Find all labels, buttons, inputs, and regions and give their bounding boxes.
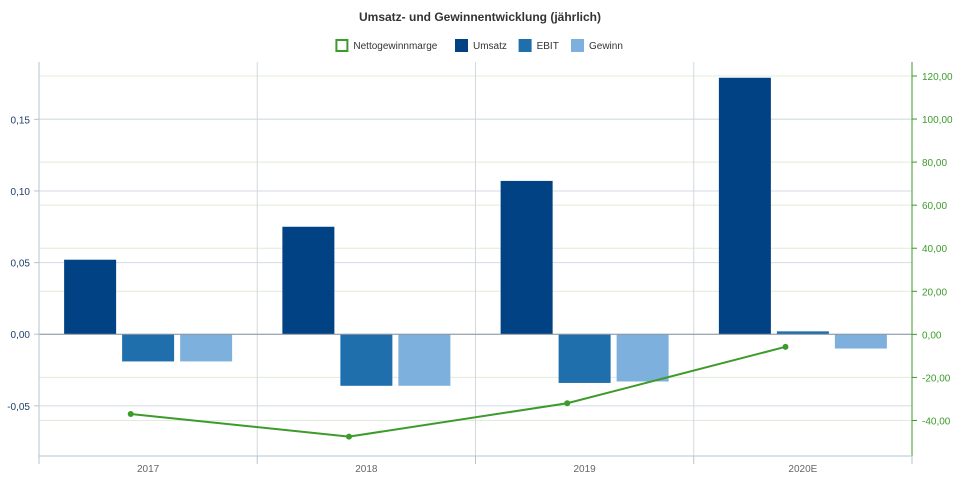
- legend-swatch-nettogewinnmarge: [335, 39, 349, 52]
- right-tick-label: -20,00: [922, 373, 951, 384]
- point-nettogewinnmarge-2019: [564, 400, 571, 407]
- bar-gewinn-2018: [398, 334, 451, 386]
- point-nettogewinnmarge-2018: [345, 433, 352, 440]
- right-tick-label: 40,00: [922, 244, 947, 255]
- legend-item-nettogewinnmarge: Nettogewinnmarge: [335, 39, 438, 52]
- left-tick-label: 0,15: [11, 115, 31, 126]
- left-tick-label: 0,10: [11, 187, 31, 198]
- legend: Nettogewinnmarge Umsatz EBIT Gewinn: [335, 39, 623, 52]
- right-tick-label: 100,00: [922, 115, 953, 126]
- bar-umsatz-2019: [500, 180, 553, 335]
- left-tick-label: 0,00: [11, 330, 31, 341]
- line-nettogewinnmarge: [130, 345, 786, 438]
- bar-ebit-2020e: [776, 331, 829, 335]
- legend-item-gewinn: Gewinn: [571, 39, 623, 52]
- legend-swatch-umsatz: [455, 39, 468, 52]
- margin-line-layer: [127, 343, 789, 440]
- right-tick-label: 0,00: [922, 330, 942, 341]
- x-tick-label: 2020E: [788, 464, 817, 475]
- bar-gewinn-2017: [180, 334, 233, 362]
- legend-label: Gewinn: [589, 41, 623, 52]
- legend-item-ebit: EBIT: [518, 39, 559, 52]
- axes: -0,05 0,00 0,05 0,10 0,15 -40,00 -20,00 0,00 20,…: [7, 62, 953, 475]
- right-tick-label: -40,00: [922, 416, 951, 427]
- chart-title: Umsatz- und Gewinnentwicklung (jährlich): [359, 10, 601, 24]
- x-tick-label: 2017: [137, 464, 160, 475]
- bar-gewinn-2019: [616, 334, 669, 382]
- bar-ebit-2017: [122, 334, 175, 362]
- left-tick-label: 0,05: [11, 259, 31, 270]
- legend-swatch-ebit: [518, 39, 532, 52]
- bar-umsatz-2020e: [718, 77, 771, 335]
- bar-ebit-2018: [340, 334, 393, 386]
- bar-gewinn-2020e: [834, 334, 887, 349]
- legend-label: Umsatz: [473, 41, 507, 52]
- right-tick-label: 20,00: [922, 287, 947, 298]
- legend-item-umsatz: Umsatz: [455, 39, 507, 52]
- legend-label: Nettogewinnmarge: [353, 41, 437, 52]
- right-tick-label: 60,00: [922, 201, 947, 212]
- bar-umsatz-2018: [282, 226, 335, 335]
- left-tick-label: -0,05: [7, 402, 30, 413]
- bars: [64, 77, 887, 386]
- right-tick-label: 80,00: [922, 158, 947, 169]
- bar-umsatz-2017: [64, 259, 117, 335]
- point-nettogewinnmarge-2020e: [782, 343, 789, 350]
- legend-label: EBIT: [537, 41, 559, 52]
- point-nettogewinnmarge-2017: [127, 411, 134, 418]
- gridlines: [39, 62, 912, 456]
- x-tick-label: 2018: [355, 464, 378, 475]
- x-tick-label: 2019: [574, 464, 597, 475]
- bar-ebit-2019: [558, 334, 611, 383]
- right-tick-label: 120,00: [922, 72, 953, 83]
- legend-swatch-gewinn: [571, 39, 584, 52]
